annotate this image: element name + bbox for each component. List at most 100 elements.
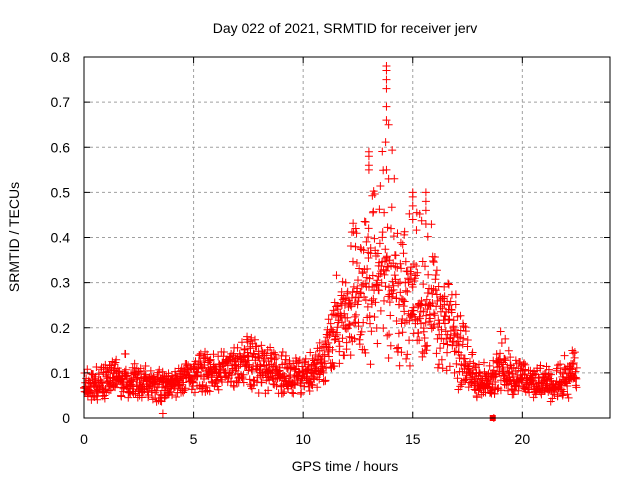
data-point	[548, 394, 557, 403]
data-point	[386, 311, 395, 320]
data-point	[403, 350, 412, 359]
data-point	[450, 368, 459, 377]
data-point	[570, 348, 579, 357]
data-point	[350, 334, 359, 343]
data-point	[364, 152, 373, 161]
data-point	[445, 301, 454, 310]
data-point	[453, 374, 462, 383]
data-point	[438, 364, 447, 373]
data-point	[428, 299, 437, 308]
data-point	[239, 378, 248, 387]
data-point	[371, 298, 380, 307]
data-point	[398, 328, 407, 337]
data-point	[454, 341, 463, 350]
data-point	[271, 350, 280, 359]
data-point	[422, 346, 431, 355]
data-point	[443, 348, 452, 357]
data-point	[160, 371, 169, 380]
data-point	[432, 349, 441, 358]
data-point	[353, 300, 362, 309]
data-point	[346, 301, 355, 310]
data-point	[383, 331, 392, 340]
data-point	[158, 409, 167, 418]
data-point	[392, 294, 401, 303]
data-point	[338, 334, 347, 343]
data-point	[318, 364, 327, 373]
data-point	[385, 298, 394, 307]
data-point	[396, 238, 405, 247]
data-point	[250, 335, 259, 344]
data-point	[308, 381, 317, 390]
data-point	[521, 360, 530, 369]
data-point	[370, 313, 379, 322]
y-tick-label: 0.2	[51, 320, 71, 336]
data-point	[247, 333, 256, 342]
data-point	[399, 296, 408, 305]
data-point	[408, 282, 417, 291]
data-point	[400, 318, 409, 327]
data-point	[493, 384, 502, 393]
data-point	[429, 257, 438, 266]
data-point	[454, 337, 463, 346]
data-point	[451, 290, 460, 299]
data-point	[353, 276, 362, 285]
data-point	[452, 359, 461, 368]
data-point	[393, 229, 402, 238]
data-point	[378, 147, 387, 156]
data-point	[328, 345, 337, 354]
data-point	[408, 201, 417, 210]
data-point	[382, 84, 391, 93]
data-point	[122, 372, 131, 381]
data-point	[368, 271, 377, 280]
data-point	[160, 393, 169, 402]
data-point	[257, 341, 266, 350]
data-point	[421, 219, 430, 228]
data-point	[397, 319, 406, 328]
data-point	[373, 249, 382, 258]
data-point	[229, 381, 238, 390]
x-tick-labels: 0 5 10 15 20	[80, 431, 530, 447]
data-point	[252, 342, 261, 351]
y-tick-label: 0.3	[51, 275, 71, 291]
data-point	[388, 146, 397, 155]
data-point	[367, 327, 376, 336]
data-point	[212, 376, 221, 385]
data-point	[322, 342, 331, 351]
data-point	[361, 348, 370, 357]
data-point	[244, 351, 253, 360]
data-point	[440, 319, 449, 328]
data-point	[414, 329, 423, 338]
data-point	[415, 210, 424, 219]
data-point	[112, 355, 121, 364]
data-point	[155, 365, 164, 374]
data-point	[312, 359, 321, 368]
data-point	[499, 366, 508, 375]
data-point	[359, 318, 368, 327]
data-point	[246, 344, 255, 353]
y-tick-label: 0.7	[51, 94, 71, 110]
data-point	[421, 206, 430, 215]
data-point	[405, 336, 414, 345]
data-point	[394, 279, 403, 288]
data-point	[269, 348, 278, 357]
data-point	[346, 351, 355, 360]
data-point	[566, 364, 575, 373]
data-point	[400, 297, 409, 306]
data-point	[206, 355, 215, 364]
data-point	[146, 366, 155, 375]
data-point	[472, 393, 481, 402]
data-point	[501, 356, 510, 365]
data-point	[497, 339, 506, 348]
data-point	[449, 316, 458, 325]
y-tick-labels: 0 0.1 0.2 0.3 0.4 0.5 0.6 0.7 0.8	[51, 49, 71, 426]
data-point	[520, 359, 529, 368]
data-point	[243, 348, 252, 357]
data-point	[457, 380, 466, 389]
data-point	[380, 270, 389, 279]
data-point	[394, 329, 403, 338]
data-point	[408, 192, 417, 201]
data-point	[101, 384, 110, 393]
data-point	[402, 354, 411, 363]
data-point	[272, 362, 281, 371]
data-point	[347, 302, 356, 311]
